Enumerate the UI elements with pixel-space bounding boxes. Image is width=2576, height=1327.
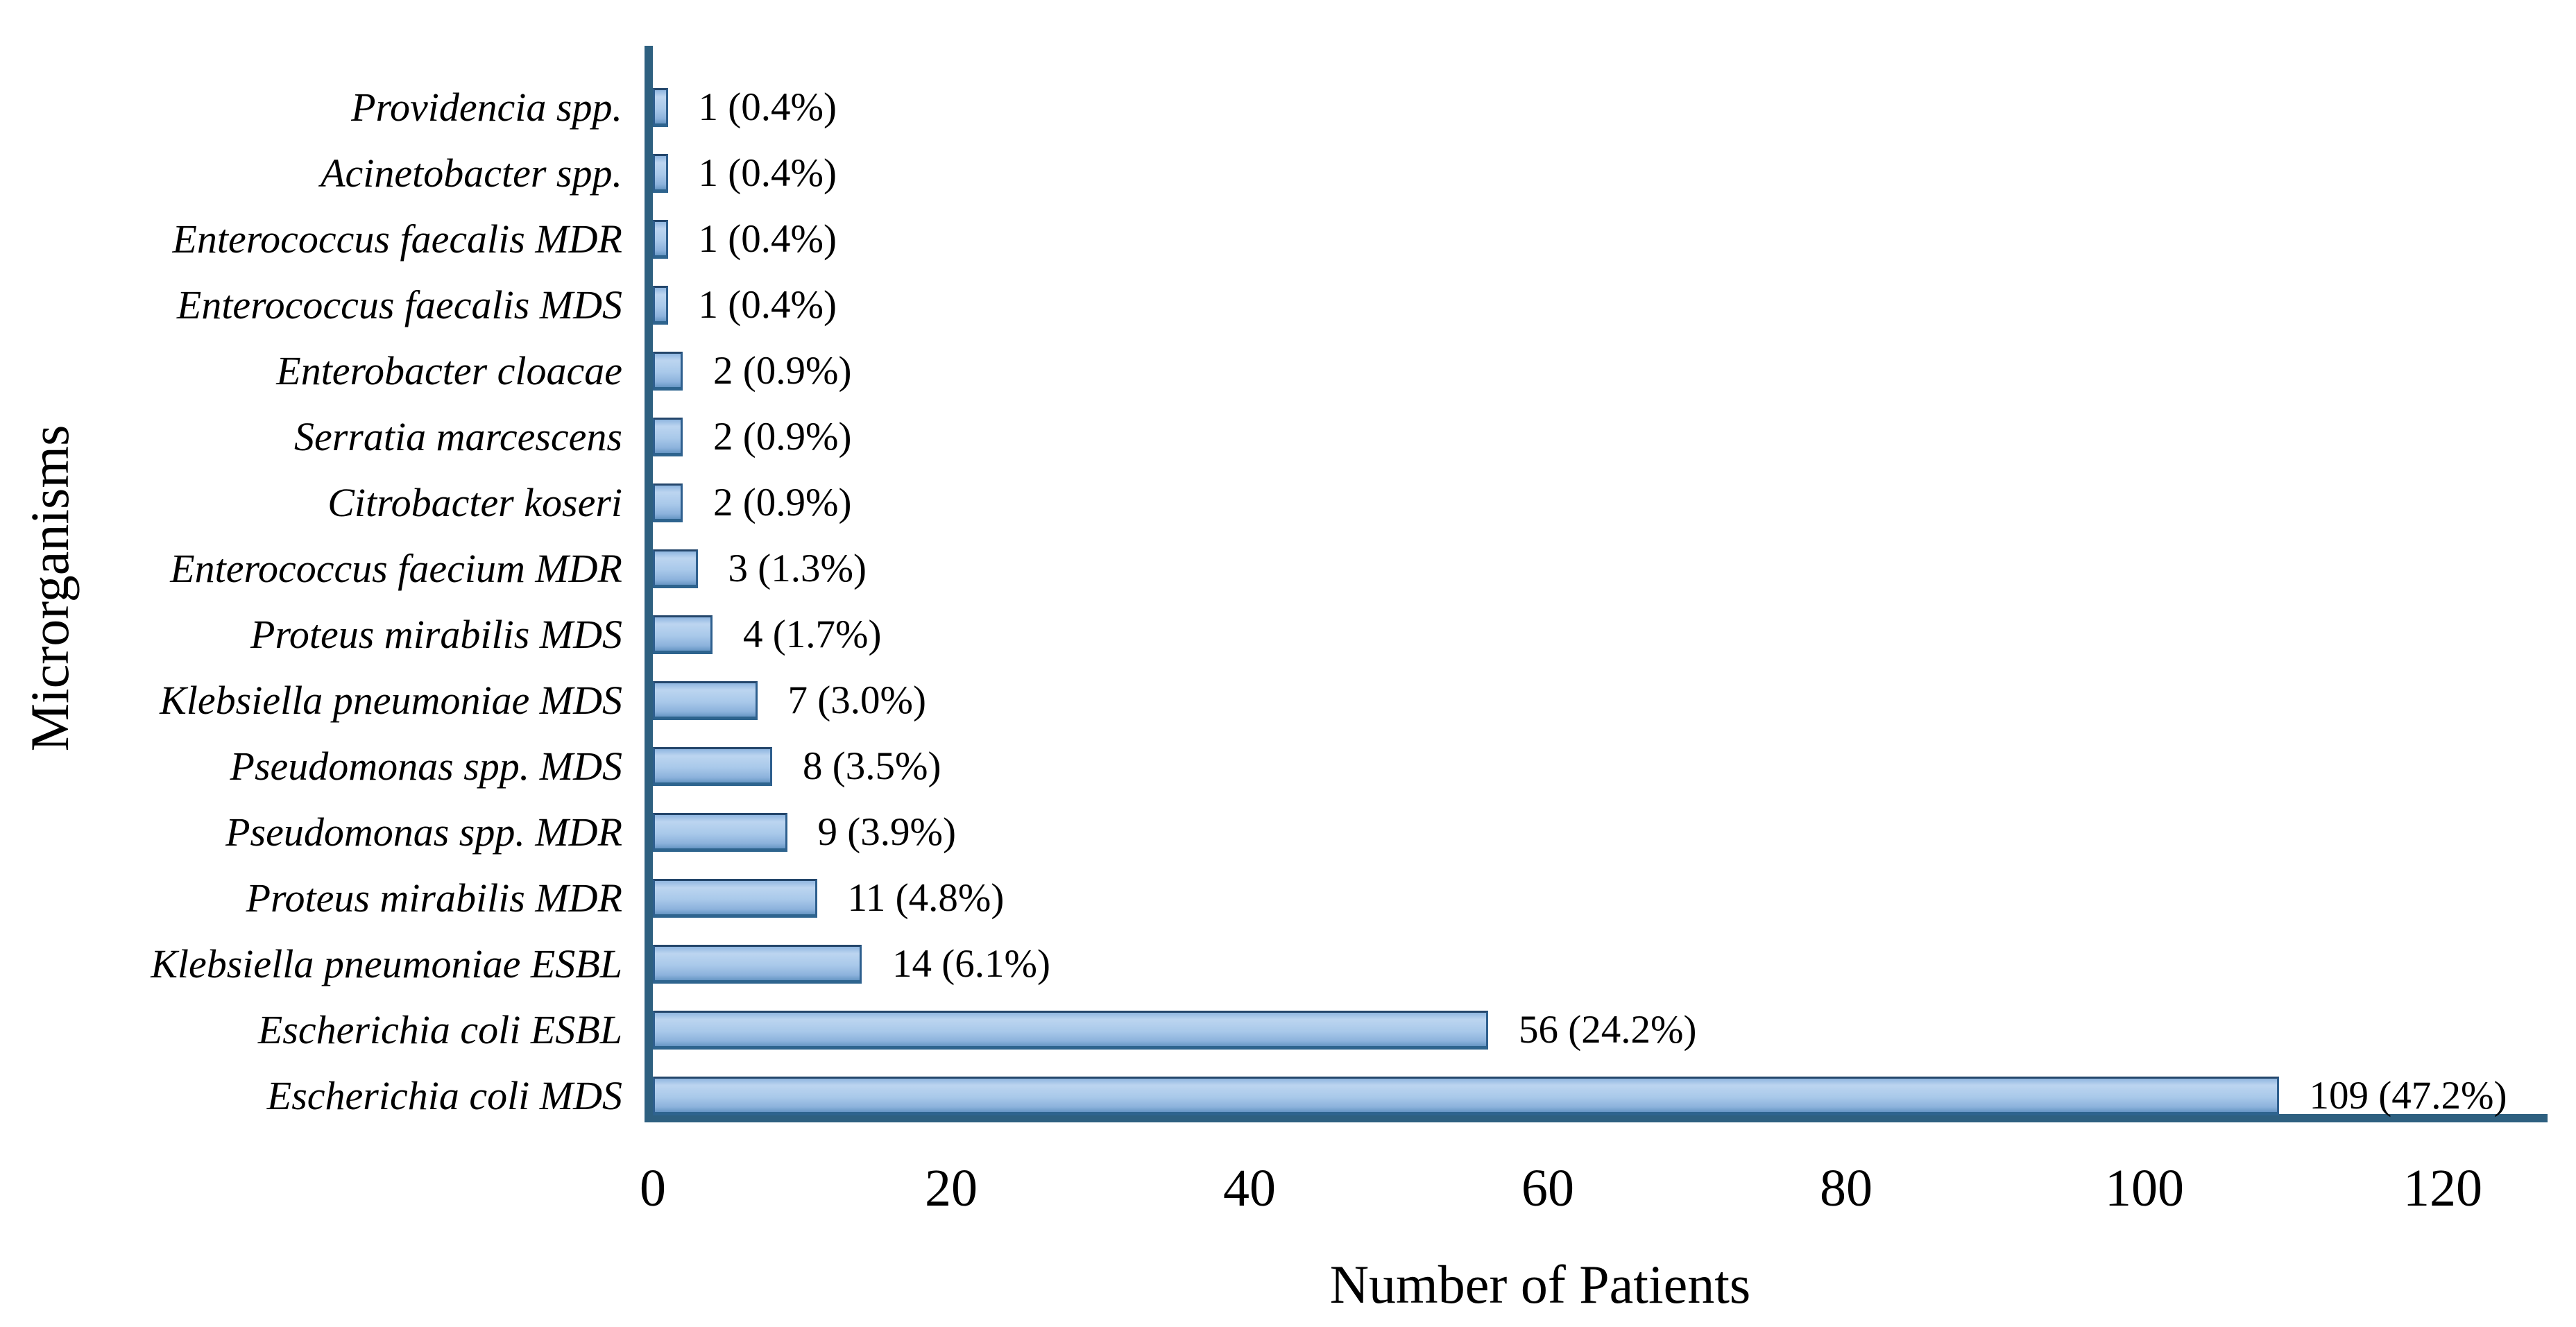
category-label: Enterococcus faecium MDR [170,546,622,591]
category-label: Pseudomonas spp. MDR [225,810,622,855]
x-tick-label: 40 [1223,1159,1276,1217]
bar [653,813,787,852]
x-tick-label: 60 [1521,1159,1574,1217]
value-label: 1 (0.4%) [698,217,837,261]
category-label: Proteus mirabilis MDR [246,875,622,921]
value-label: 2 (0.9%) [713,415,852,459]
category-label: Serratia marcescens [293,414,622,459]
bar [653,220,668,259]
x-axis-line [645,1114,2548,1122]
category-label: Escherichia coli MDS [266,1073,622,1118]
category-label: Providencia spp. [351,85,622,130]
category-label: Enterococcus faecalis MDS [176,282,622,327]
x-tick-label: 20 [925,1159,978,1217]
value-label: 7 (3.0%) [787,678,926,722]
category-label: Proteus mirabilis MDS [250,612,622,657]
value-label: 1 (0.4%) [698,151,837,195]
value-label: 56 (24.2%) [1519,1008,1697,1052]
value-label: 8 (3.5%) [803,744,941,788]
category-label: Acinetobacter spp. [321,151,622,196]
category-label: Klebsiella pneumoniae ESBL [151,941,622,986]
x-tick-label: 80 [1820,1159,1873,1217]
category-label: Pseudomonas spp. MDS [230,744,622,789]
bar [653,483,683,522]
bar [653,418,683,456]
category-label: Klebsiella pneumoniae MDS [160,678,622,723]
x-tick-label: 100 [2105,1159,2184,1217]
bar [653,286,668,325]
bar [653,1011,1488,1050]
bar [653,352,683,391]
value-label: 1 (0.4%) [698,85,837,129]
y-axis-line [645,46,653,1122]
bar [653,747,772,786]
bar [653,681,758,720]
category-label: Enterococcus faecalis MDR [172,216,622,262]
category-label: Escherichia coli ESBL [257,1007,622,1052]
x-axis-title: Number of Patients [1329,1254,1751,1315]
value-label: 9 (3.9%) [817,810,956,854]
value-label: 14 (6.1%) [892,942,1050,986]
x-tick-label: 0 [640,1159,666,1217]
value-label: 2 (0.9%) [713,349,852,393]
value-label: 3 (1.3%) [728,547,867,590]
bar [653,549,698,588]
bar [653,945,862,984]
value-label: 1 (0.4%) [698,283,837,327]
value-label: 109 (47.2%) [2309,1074,2507,1118]
value-label: 4 (1.7%) [743,613,882,656]
value-label: 11 (4.8%) [847,876,1005,920]
bar [653,88,668,127]
bar [653,154,668,193]
bar [653,1077,2279,1115]
x-tick-label: 120 [2403,1159,2482,1217]
category-label: Citrobacter koseri [327,480,622,525]
bar [653,879,817,918]
value-label: 2 (0.9%) [713,481,852,524]
category-label: Enterobacter cloacae [276,348,622,393]
bar [653,615,713,654]
